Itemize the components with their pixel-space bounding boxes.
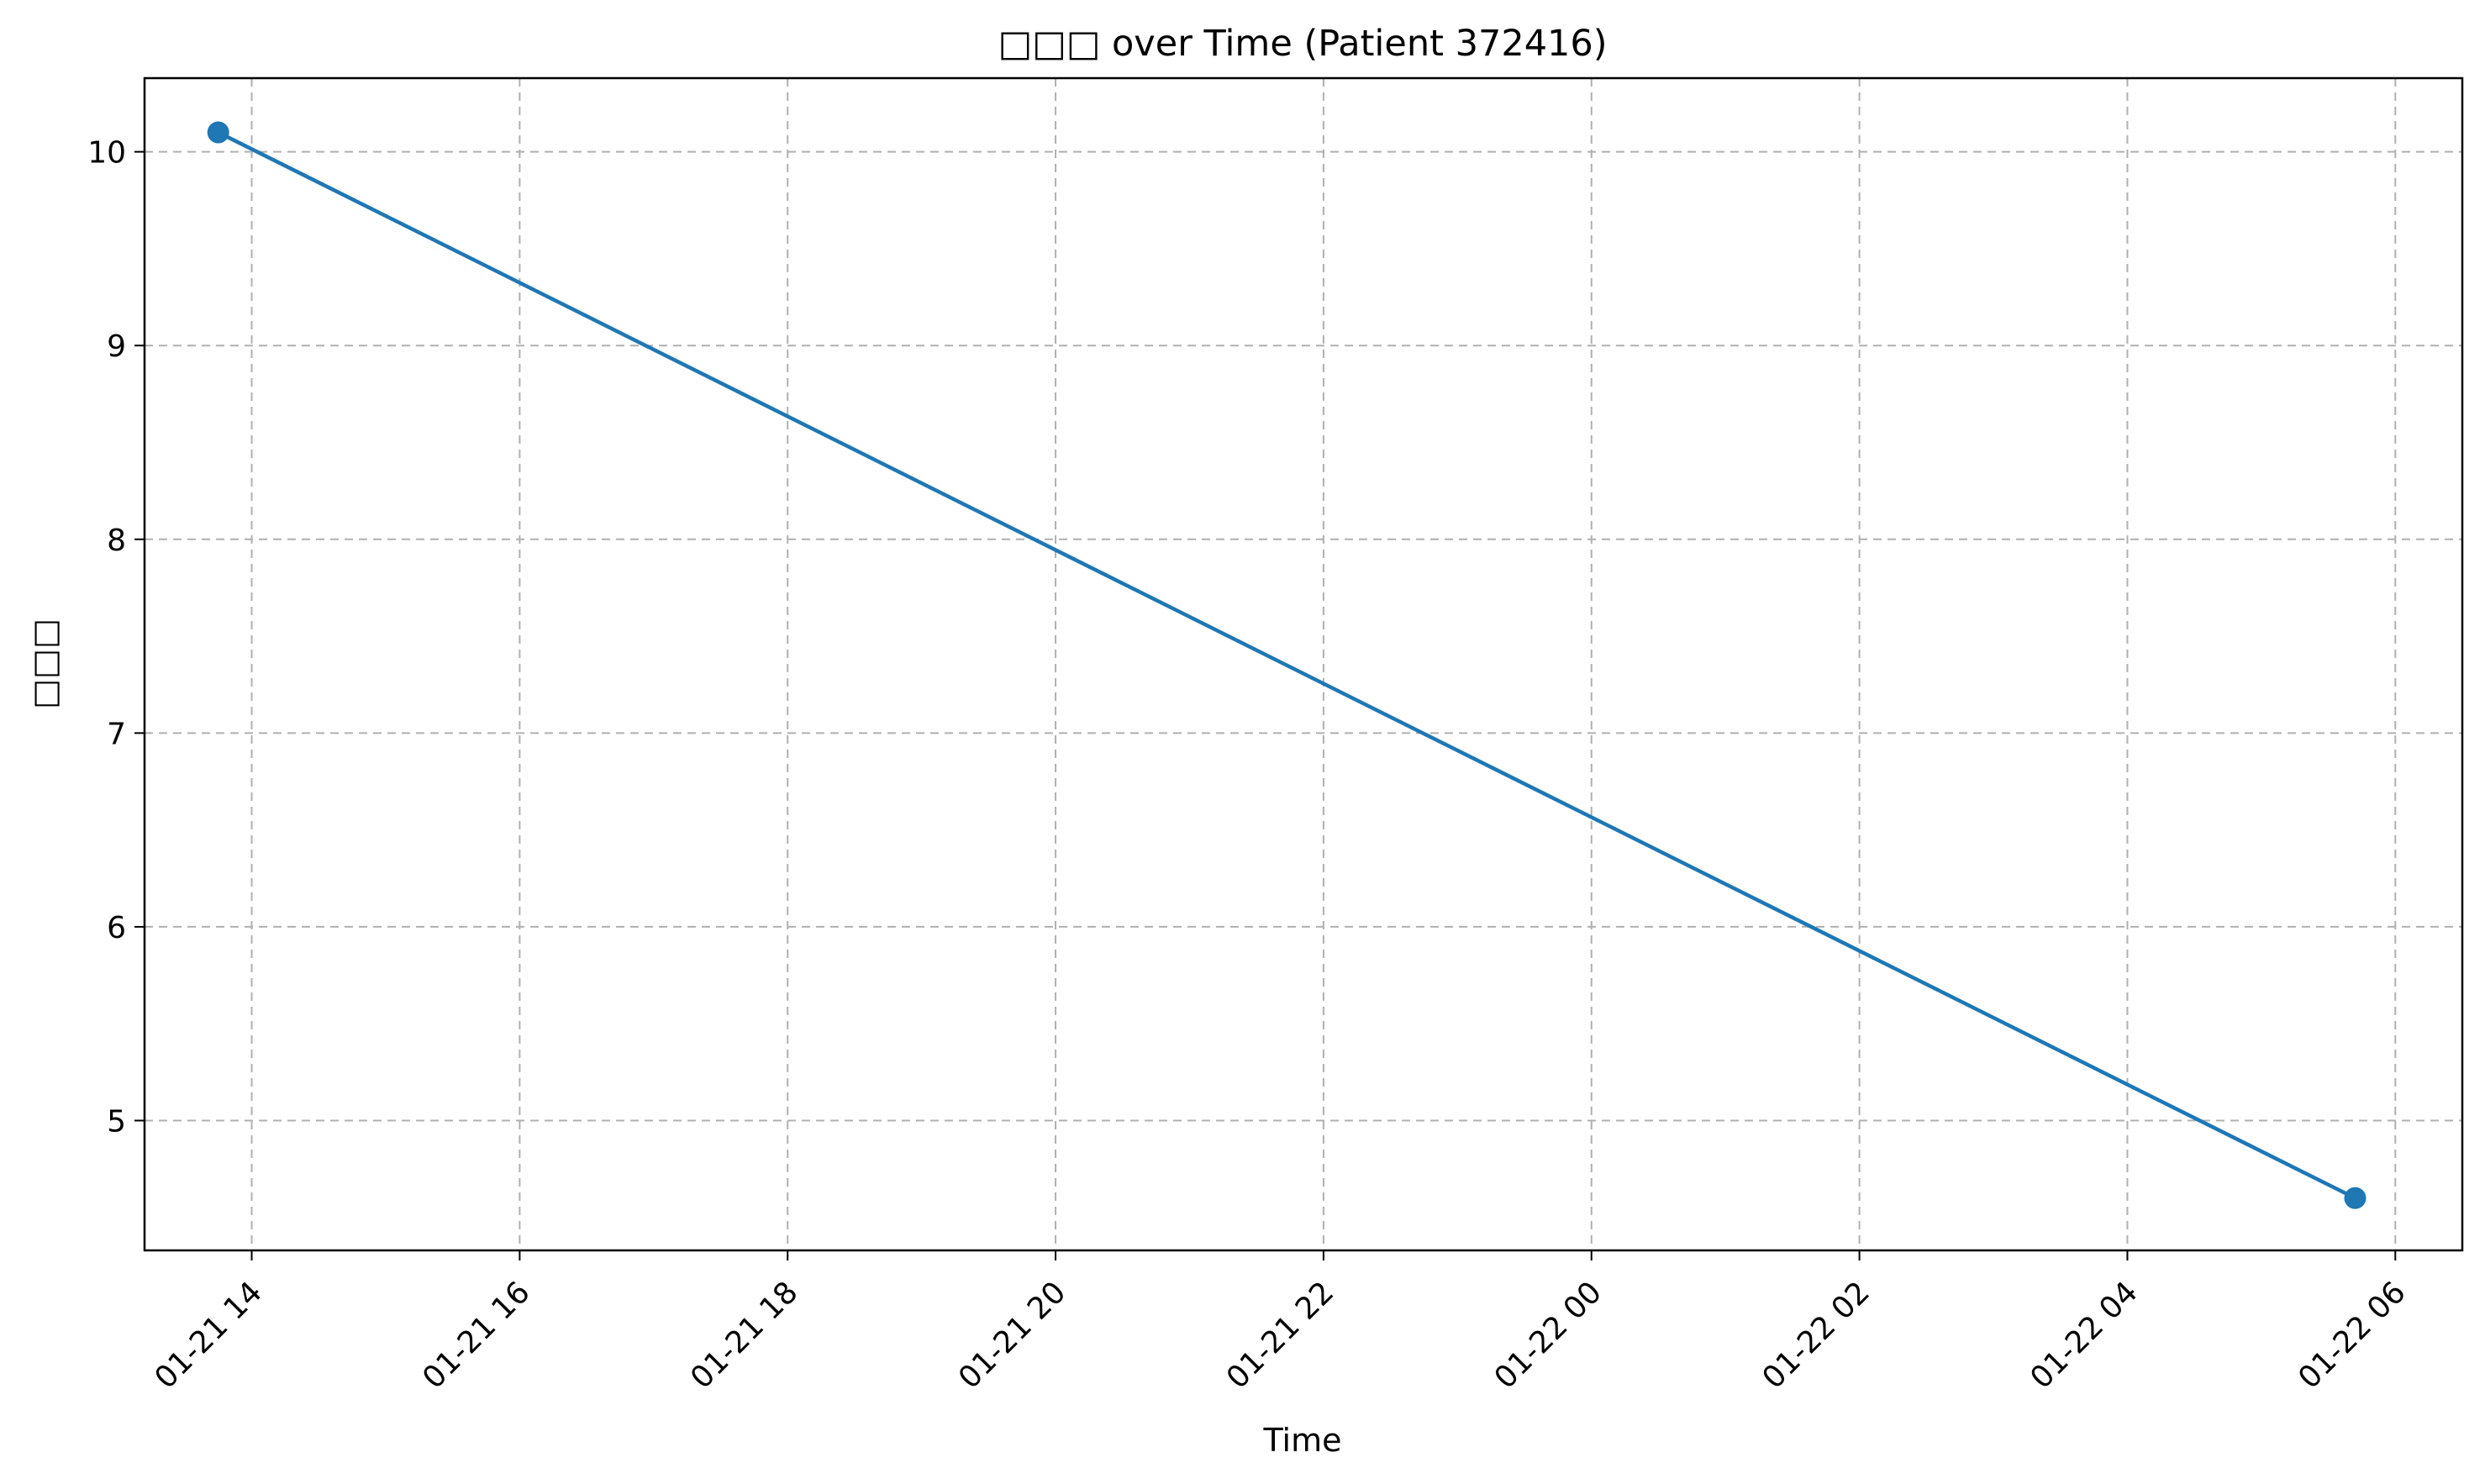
y-tick-label: 5 (107, 1105, 126, 1139)
plot-frame (143, 76, 2464, 1252)
y-tick-label: 10 (87, 136, 126, 171)
y-tick-label: 7 (107, 717, 126, 751)
y-tick-label: 6 (107, 911, 126, 945)
x-axis-label: Time (1263, 1422, 1342, 1459)
grid-lines (145, 78, 2462, 1250)
y-tick-label: 8 (107, 524, 126, 558)
y-axis: 5 6 7 8 9 10 (87, 136, 145, 1139)
y-axis-label: □□□ (26, 618, 63, 709)
data-point (2344, 1187, 2367, 1209)
series-layer (207, 121, 2367, 1209)
chart-title: □□□ over Time (Patient 372416) (998, 23, 1607, 65)
data-point (207, 121, 229, 144)
series-line (216, 130, 2357, 1200)
y-tick-label: 9 (107, 329, 126, 364)
